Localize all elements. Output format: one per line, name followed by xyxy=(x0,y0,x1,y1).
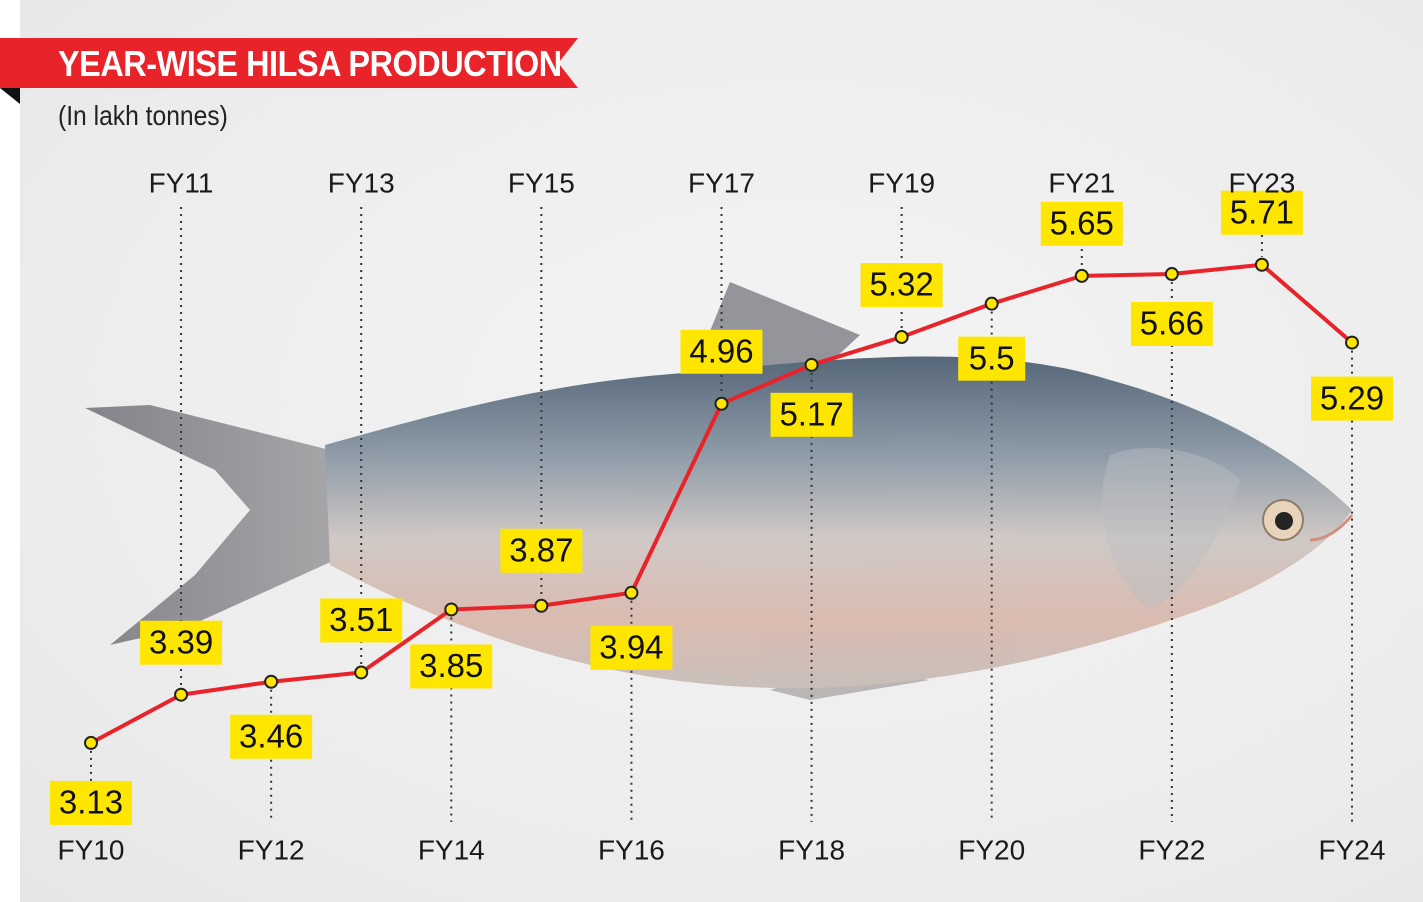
data-point xyxy=(1345,335,1359,350)
data-label: 3.46 xyxy=(239,717,303,754)
x-tick-label: FY19 xyxy=(868,167,935,198)
data-point xyxy=(804,357,819,372)
data-point xyxy=(444,602,459,617)
data-label-box xyxy=(770,392,853,437)
data-label: 5.17 xyxy=(779,396,843,433)
x-tick-label: FY16 xyxy=(598,834,665,865)
title-banner xyxy=(0,38,578,88)
data-label: 3.85 xyxy=(419,647,483,684)
x-tick-label: FY24 xyxy=(1319,834,1386,865)
data-label: 5.32 xyxy=(870,266,934,303)
x-tick-label: FY14 xyxy=(418,834,485,865)
data-label: 4.96 xyxy=(689,332,753,369)
data-label: 5.65 xyxy=(1050,205,1114,242)
data-label-box xyxy=(140,620,223,665)
x-tick-label: FY21 xyxy=(1048,167,1115,198)
data-label-box xyxy=(680,329,763,374)
data-point xyxy=(1164,267,1179,282)
x-tick-label: FY18 xyxy=(778,834,845,865)
data-label-box xyxy=(410,644,493,689)
data-point xyxy=(984,296,999,311)
fish-body-shape xyxy=(325,356,1352,689)
data-label-box xyxy=(590,625,673,670)
data-label: 3.51 xyxy=(329,601,393,638)
x-tick-label: FY11 xyxy=(149,167,214,198)
fish-mouth xyxy=(1309,514,1354,542)
data-label-box xyxy=(230,714,313,759)
data-label: 3.94 xyxy=(599,629,663,666)
fish-pupil xyxy=(1275,512,1293,530)
fish-tail xyxy=(85,405,335,645)
data-labels-layer: 3.13 3.39 3.46 3.51 3.85 3.87 3.94 4.96 5.17 5.32… xyxy=(50,190,1393,825)
x-tick-label: FY20 xyxy=(958,834,1025,865)
data-label: 5.29 xyxy=(1320,379,1384,416)
data-point xyxy=(1074,268,1089,283)
data-point xyxy=(1254,257,1269,272)
data-label-box xyxy=(1311,376,1393,421)
x-tick-label: FY10 xyxy=(58,834,125,865)
data-point xyxy=(714,396,729,411)
banner-fold xyxy=(0,88,20,104)
data-label-box xyxy=(320,598,403,643)
data-label: 5.66 xyxy=(1140,305,1204,342)
x-tick-label: FY22 xyxy=(1138,834,1205,865)
data-label: 5.5 xyxy=(969,339,1015,376)
hilsa-fish-illustration xyxy=(85,282,1354,700)
data-label-box xyxy=(50,780,132,825)
data-label: 5.71 xyxy=(1230,193,1294,230)
data-label-box xyxy=(1040,201,1123,246)
data-label: 3.39 xyxy=(149,623,213,660)
fish-gill-cover xyxy=(1102,448,1240,610)
data-label-box xyxy=(1220,190,1303,235)
data-label-box xyxy=(500,528,583,573)
x-tick-label: FY13 xyxy=(328,167,395,198)
data-point xyxy=(174,687,189,702)
x-tick-label: FY17 xyxy=(688,167,755,198)
data-label-box xyxy=(860,263,943,308)
data-label-box xyxy=(1130,302,1213,347)
chart-subtitle: (In lakh tonnes) xyxy=(58,100,228,131)
data-label: 3.87 xyxy=(509,531,573,568)
data-point xyxy=(894,330,909,345)
data-point xyxy=(534,598,549,613)
data-point xyxy=(264,674,279,689)
data-label: 3.13 xyxy=(59,784,123,821)
data-points-layer xyxy=(84,257,1359,750)
x-tick-label: FY23 xyxy=(1228,167,1295,198)
chart-title: YEAR-WISE HILSA PRODUCTION xyxy=(58,43,562,84)
x-tick-label: FY15 xyxy=(508,167,575,198)
data-label-box xyxy=(958,336,1026,381)
x-tick-label: FY12 xyxy=(238,834,305,865)
data-point xyxy=(624,585,639,600)
x-tick-labels-layer: FY10 FY11 FY12 FY13 FY14 FY15 FY16 FY17 FY18 FY19… xyxy=(58,167,1386,865)
data-point xyxy=(354,665,369,680)
data-point xyxy=(84,735,98,750)
